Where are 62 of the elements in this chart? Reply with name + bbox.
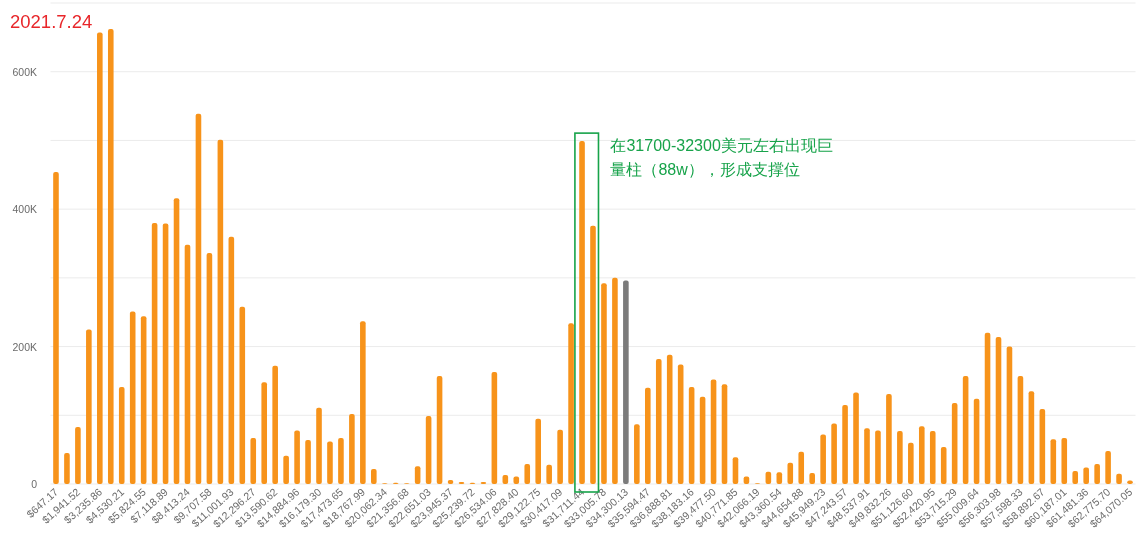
bar bbox=[908, 442, 914, 484]
bar bbox=[75, 426, 81, 484]
bar bbox=[875, 430, 881, 484]
bar bbox=[601, 283, 607, 484]
y-tick-label: 600K bbox=[12, 65, 37, 78]
bar bbox=[666, 354, 673, 484]
bar bbox=[1061, 437, 1068, 484]
bar bbox=[107, 29, 114, 484]
bar bbox=[371, 468, 377, 484]
bar bbox=[557, 429, 563, 484]
bar bbox=[568, 323, 574, 484]
bar bbox=[634, 424, 640, 484]
bar bbox=[1094, 464, 1100, 484]
bar bbox=[579, 141, 585, 484]
bar bbox=[612, 277, 618, 484]
bar bbox=[53, 172, 59, 484]
bar bbox=[645, 387, 651, 484]
bar bbox=[338, 437, 344, 484]
bar bbox=[64, 453, 70, 484]
bar bbox=[809, 473, 815, 484]
bar bbox=[655, 358, 662, 484]
bar bbox=[886, 393, 892, 484]
bar bbox=[798, 451, 805, 484]
bar bbox=[787, 462, 794, 484]
bar bbox=[918, 426, 925, 484]
bar bbox=[250, 437, 257, 484]
bar bbox=[831, 423, 837, 484]
bar bbox=[929, 431, 936, 484]
y-tick-label: 0 bbox=[31, 478, 38, 490]
y-tick-label: 200K bbox=[12, 340, 37, 353]
bar bbox=[118, 387, 125, 484]
bar bbox=[524, 464, 531, 484]
bar bbox=[283, 455, 289, 484]
bar bbox=[349, 413, 355, 484]
bar bbox=[820, 434, 826, 484]
bar bbox=[305, 440, 311, 484]
bar bbox=[864, 428, 870, 484]
y-tick-label: 400K bbox=[12, 203, 37, 216]
annotation: 在31700-32300美元左右出现巨量柱（88w），形成支撑位 bbox=[610, 136, 834, 181]
bar bbox=[897, 431, 903, 484]
bar bbox=[546, 464, 552, 484]
bar bbox=[261, 382, 268, 484]
bar bbox=[1083, 467, 1089, 484]
bar bbox=[272, 365, 278, 484]
bar bbox=[1105, 451, 1111, 484]
bar bbox=[842, 404, 848, 484]
bar bbox=[1116, 473, 1122, 484]
bar bbox=[513, 476, 520, 484]
bar bbox=[1072, 470, 1079, 484]
bar bbox=[294, 430, 300, 484]
bar bbox=[360, 321, 366, 484]
bar bbox=[97, 32, 103, 484]
bar bbox=[853, 392, 859, 484]
bar bbox=[327, 441, 333, 484]
bar bbox=[86, 329, 92, 484]
bar bbox=[239, 306, 246, 484]
bar bbox=[623, 280, 629, 484]
text: 2021.7.24 bbox=[10, 11, 93, 32]
bar bbox=[535, 418, 541, 484]
bar bbox=[940, 446, 947, 484]
bar bbox=[316, 407, 322, 484]
bar bbox=[590, 225, 596, 484]
